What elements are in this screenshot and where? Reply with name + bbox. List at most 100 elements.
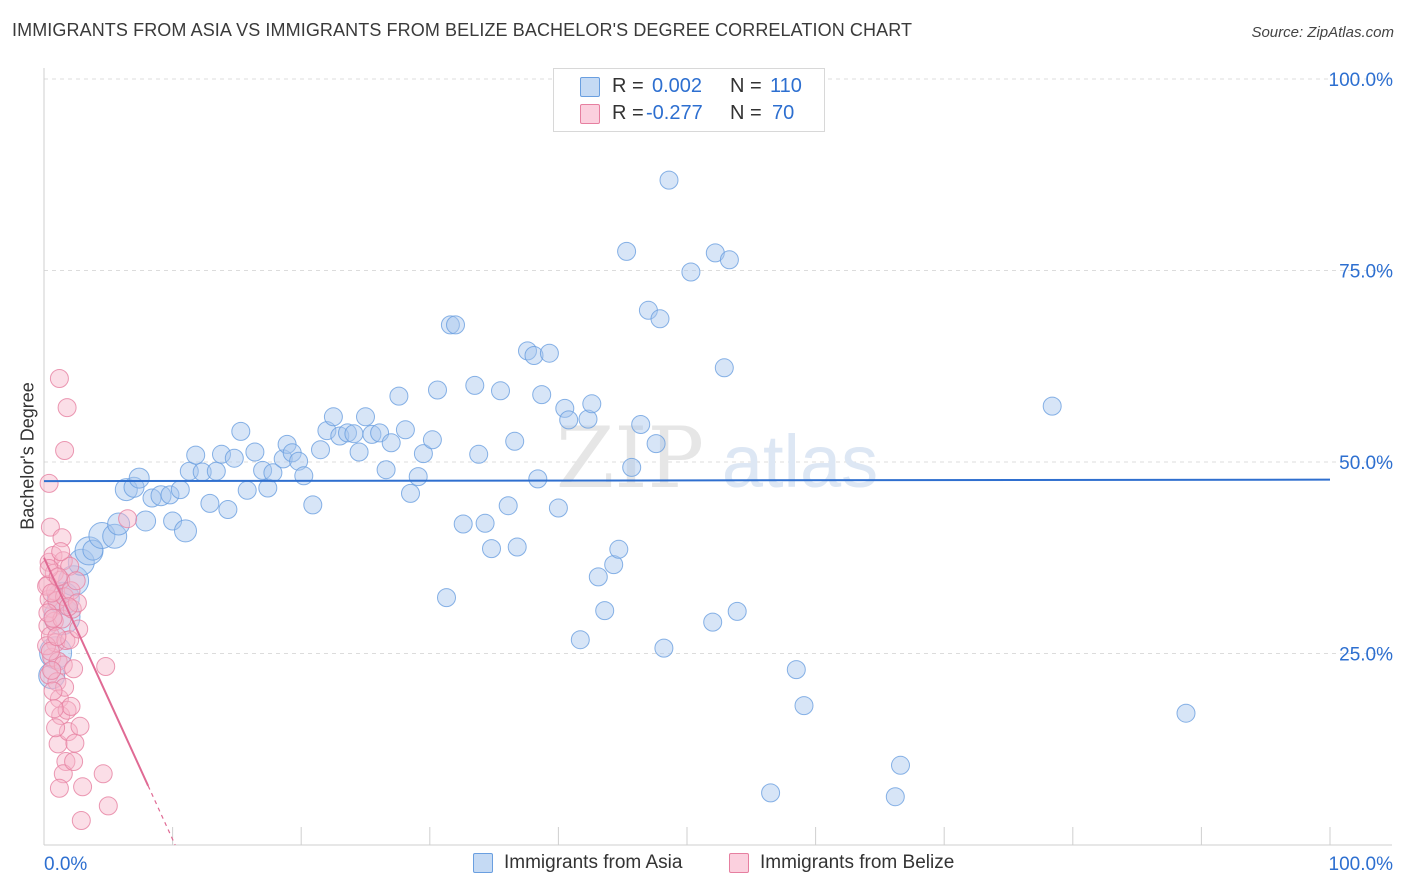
belize-point [39,473,59,493]
watermark-atlas: atlas [722,420,878,503]
axes [43,68,1392,846]
asia-point [719,250,739,270]
belize-point [49,369,69,388]
asia-point [206,461,226,481]
asia-point [539,343,559,363]
series-asia-points [38,170,1196,807]
asia-point [395,420,415,440]
asia-point [761,783,781,803]
asia-point [142,488,162,508]
belize-point [58,722,78,742]
asia-point [237,480,257,500]
asia-point [659,170,679,190]
asia-point [609,539,629,559]
legend-swatch-asia [580,77,600,97]
belize-point [65,733,85,753]
belize-point [49,778,69,798]
asia-point [505,431,525,451]
legend-r-value: -0.277 [646,102,703,124]
asia-point [727,601,747,621]
asia-point [376,460,396,480]
asia-point [381,433,401,453]
asia-point [338,423,357,443]
asia-point [498,496,518,516]
tick-labels: 100.0% 75.0% 50.0% 25.0% 0.0% 100.0% [44,70,1393,875]
asia-point [703,612,723,632]
belize-point [98,796,118,816]
asia-point [646,434,666,454]
asia-point [524,346,544,365]
asia-point [422,430,442,450]
asia-point [446,315,465,335]
asia-point [102,523,128,549]
x-tick-label: 0.0% [44,854,87,875]
asia-point [532,385,552,405]
asia-point [548,498,568,518]
belize-point [93,764,113,784]
belize-point [42,660,62,680]
asia-point [794,696,814,716]
belize-point [71,811,91,830]
trend-line-asia [43,478,1331,483]
legend-r-label: R = [612,102,644,124]
asia-point [107,512,131,536]
asia-point [491,381,510,401]
belize-point [61,696,81,716]
asia-point [128,467,150,489]
asia-point [1042,396,1062,416]
asia-point [317,421,337,441]
series-belize-points [37,369,138,830]
asia-point [135,510,157,532]
asia-point [595,601,615,621]
asia-point [245,442,265,462]
trend-lines [43,478,1331,846]
belize-point [47,627,67,647]
legend-n-value: 70 [772,102,795,124]
asia-point [323,407,343,427]
belize-point [48,651,68,671]
asia-point [578,409,598,429]
belize-point [96,657,116,676]
bottom-legend-swatch-belize [729,853,749,873]
belize-point [64,659,84,679]
asia-point [885,787,905,807]
y-tick-label: 25.0% [1339,645,1393,666]
bottom-legend-label-belize: Immigrants from Belize [760,852,955,873]
belize-point [53,655,73,675]
asia-point [475,513,495,533]
asia-point [440,315,460,335]
belize-point [55,677,75,697]
belize-point [48,567,68,587]
asia-point [200,493,220,513]
x-tick-label: 100.0% [1329,854,1394,875]
asia-point [604,555,624,575]
asia-point [559,410,579,430]
asia-point [218,500,238,519]
asia-point [437,588,456,608]
belize-point [51,542,71,562]
belize-point [67,593,87,613]
asia-point [555,398,575,418]
bottom-legend-swatch-asia [473,853,493,873]
chart-title: IMMIGRANTS FROM ASIA VS IMMIGRANTS FROM … [12,20,913,40]
belize-point [43,681,63,701]
asia-point [469,444,489,464]
asia-point [891,755,910,775]
asia-point [631,415,651,434]
belize-point [70,716,90,736]
belize-point [66,571,86,591]
asia-point [186,445,206,465]
legend-r-value: 0.002 [652,75,703,97]
legend-row-belize: R = -0.277 N = 70 [580,102,820,126]
asia-point [650,309,670,329]
asia-point [528,469,548,489]
y-axis-label: Bachelor's Degree [17,382,38,530]
asia-point [482,539,501,559]
asia-point [311,440,330,460]
legend-swatch-belize [580,104,600,124]
trend-line-belize [43,557,150,787]
asia-point [212,444,231,464]
watermark: ZIP atlas [556,409,878,507]
belize-point [38,603,58,623]
correlation-legend: R = 0.002 N = 110 R = -0.277 N = 70 [553,68,825,132]
